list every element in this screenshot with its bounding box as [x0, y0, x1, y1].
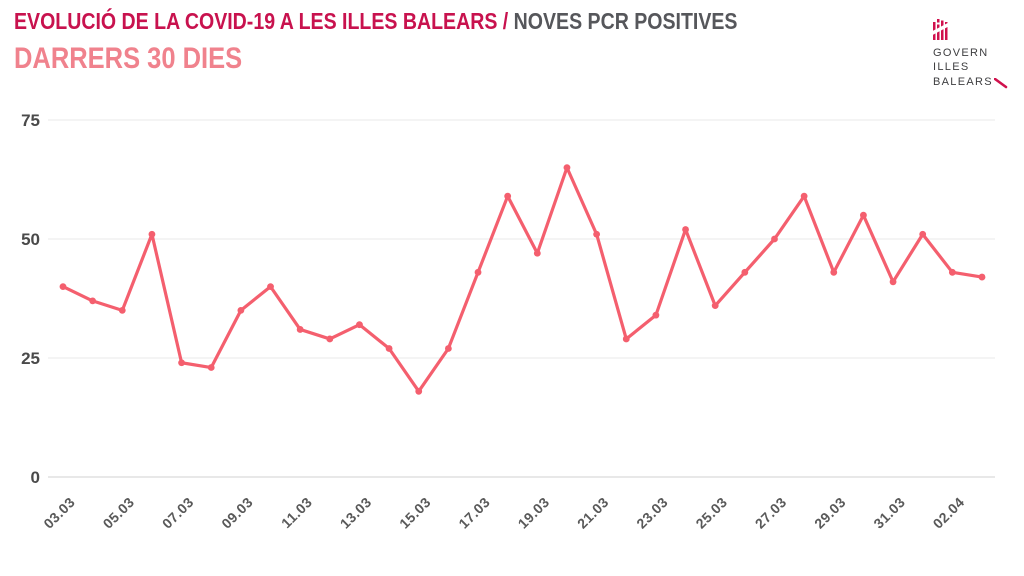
x-tick-label: 15.03 [396, 494, 434, 532]
x-tick-label: 07.03 [159, 494, 197, 532]
x-tick-label: 13.03 [337, 494, 375, 532]
govern-illes-balears-logo: GOVERN ILLES BALEARS [933, 19, 1023, 89]
x-tick-label: 03.03 [40, 494, 78, 532]
x-tick-label: 27.03 [752, 494, 790, 532]
data-point-marker [89, 297, 97, 305]
data-point-marker [622, 335, 630, 343]
data-point-marker [682, 226, 689, 233]
logo-text-balears: BALEARS [933, 75, 993, 88]
x-tick-label: 29.03 [811, 494, 849, 532]
x-tick-label: 19.03 [515, 494, 553, 532]
page-title: EVOLUCIÓ DE LA COVID-19 A LES ILLES BALE… [14, 8, 737, 35]
data-point-marker [148, 230, 156, 238]
title-suffix: NOVES PCR POSITIVES [513, 8, 738, 34]
data-point-marker [474, 268, 482, 276]
logo-text-govern: GOVERN [933, 47, 989, 59]
x-tick-label: 31.03 [870, 494, 908, 532]
balears-shield-icon [933, 19, 948, 40]
data-point-marker [356, 321, 363, 329]
data-point-marker [711, 302, 719, 310]
data-point-marker [504, 192, 512, 200]
x-tick-label: 25.03 [692, 494, 730, 532]
data-point-marker [118, 307, 126, 314]
logo-text-illes: ILLES [933, 61, 970, 73]
x-tick-label: 11.03 [278, 494, 315, 531]
x-tick-label: 17.03 [455, 494, 493, 532]
data-point-marker [919, 230, 927, 238]
data-point-marker [59, 283, 67, 290]
y-tick-label: 0 [31, 468, 40, 487]
data-point-marker [563, 164, 571, 172]
data-point-marker [652, 311, 660, 319]
title-main: EVOLUCIÓ DE LA COVID-19 A LES ILLES BALE… [14, 8, 509, 34]
x-tick-label: 21.03 [574, 494, 612, 532]
data-point-marker [741, 268, 749, 276]
data-point-marker [978, 273, 986, 281]
chart-line [61, 166, 984, 393]
y-tick-label: 25 [21, 349, 40, 368]
data-point-marker [237, 307, 245, 314]
data-point-marker [860, 211, 867, 219]
y-tick-label: 50 [21, 230, 40, 249]
data-point-marker [267, 283, 274, 290]
data-point-marker [593, 230, 601, 238]
data-point-marker [444, 345, 452, 352]
data-point-marker [385, 345, 393, 352]
data-point-marker [207, 364, 215, 371]
x-tick-label: 09.03 [218, 494, 256, 532]
x-tick-label: 23.03 [633, 494, 671, 532]
data-point-marker [533, 249, 541, 257]
x-tick-label: 05.03 [100, 494, 138, 532]
data-point-marker [800, 192, 808, 200]
page-subtitle: DARRERS 30 DIES [14, 42, 243, 75]
data-point-marker [830, 268, 838, 276]
x-tick-label: 02.04 [930, 494, 968, 532]
y-tick-label: 75 [21, 111, 40, 130]
data-point-marker [948, 268, 956, 276]
data-point-marker [415, 387, 423, 395]
logo-slash-icon [993, 78, 1008, 89]
header: EVOLUCIÓ DE LA COVID-19 A LES ILLES BALE… [14, 8, 865, 76]
data-point-marker [326, 335, 334, 343]
data-point-marker [771, 235, 778, 243]
data-point-marker [178, 359, 185, 367]
data-point-marker [296, 326, 304, 333]
data-point-marker [889, 278, 897, 286]
